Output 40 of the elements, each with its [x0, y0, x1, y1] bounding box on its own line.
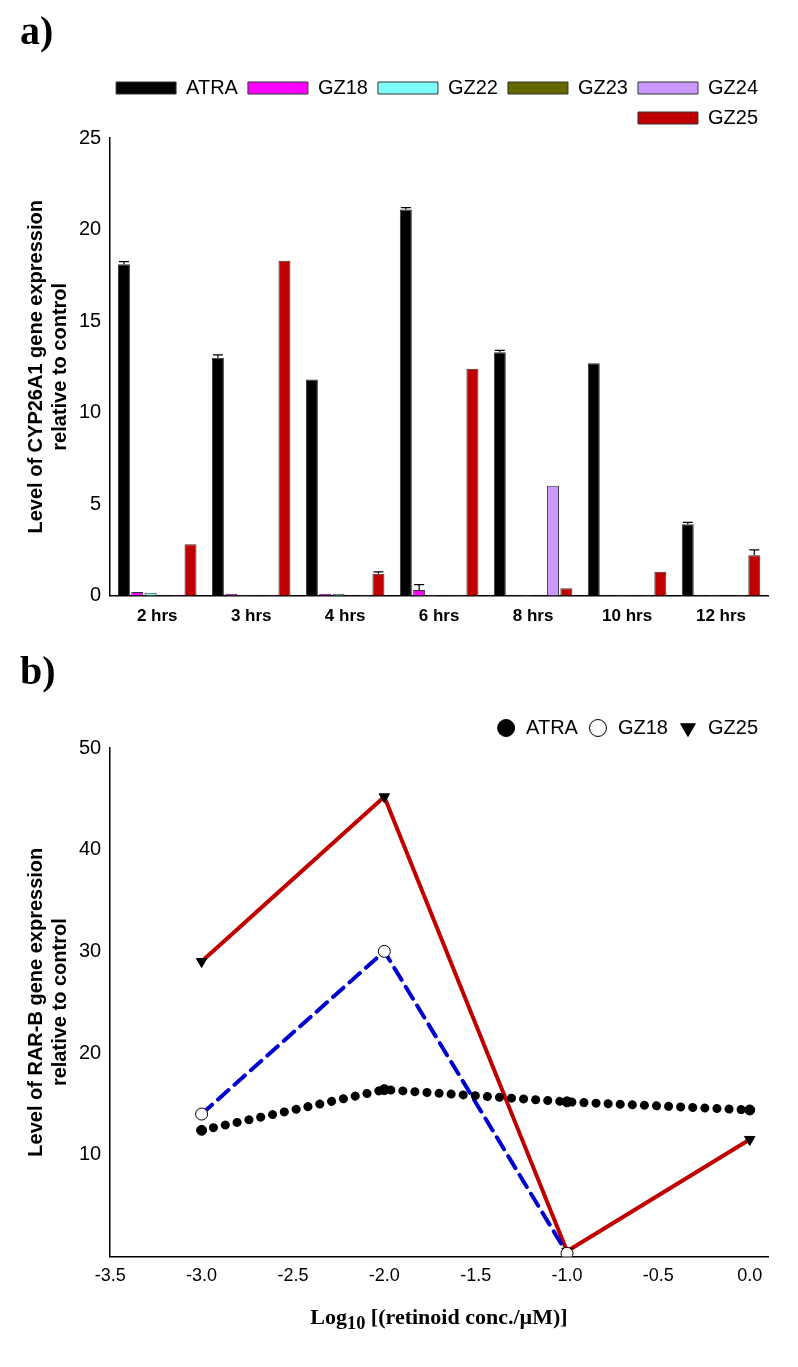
legend-label: GZ24	[707, 75, 759, 98]
y-tick-label: 20	[79, 1040, 102, 1063]
x-tick-label: -3.0	[186, 1265, 218, 1286]
x-tick-label: -0.5	[642, 1265, 674, 1286]
x-axis-title: Log$_{10}$ [(retinoid conc./µM)]	[309, 1304, 569, 1335]
y-tick-label: 20	[79, 217, 102, 240]
x-tick-label: 0.0	[737, 1265, 763, 1286]
x-tick-label: -1.0	[551, 1265, 583, 1286]
y-tick-label: 10	[79, 400, 102, 423]
y-axis-title: Level of RAR-B gene expression relative to control	[23, 847, 70, 1157]
legend-label: GZ23	[577, 75, 628, 98]
x-tick-label: -2.0	[368, 1265, 400, 1286]
x-tick-label: 10 hrs	[602, 606, 653, 626]
x-tick-label: -3.5	[94, 1265, 126, 1286]
y-tick-label: 40	[79, 837, 102, 860]
x-tick-label: -1.5	[460, 1265, 492, 1286]
legend-label: GZ18	[317, 75, 368, 98]
y-tick-label: 50	[79, 735, 102, 758]
x-tick-label: 8 hrs	[512, 606, 554, 626]
x-tick-label: 12 hrs	[695, 606, 747, 626]
legend-label: GZ25	[707, 105, 759, 128]
x-tick-label: 2 hrs	[136, 606, 178, 626]
x-tick-label: -2.5	[277, 1265, 309, 1286]
legend-label: GZ18	[617, 715, 668, 738]
x-tick-label: 4 hrs	[324, 606, 366, 626]
legend-label: ATRA	[186, 75, 239, 98]
y-tick-label: 0	[90, 583, 102, 606]
x-tick-label: 3 hrs	[230, 606, 272, 626]
x-tick-label: 6 hrs	[418, 606, 460, 626]
y-axis-title: Level of CYP26A1 gene expression relative to control	[23, 200, 70, 534]
y-tick-label: 25	[79, 125, 102, 148]
legend-label: GZ22	[447, 75, 498, 98]
y-tick-label: 30	[79, 938, 102, 961]
y-tick-label: 10	[79, 1142, 102, 1165]
chart-title: a)	[20, 8, 54, 54]
y-tick-label: 15	[79, 308, 102, 331]
legend-label: ATRA	[526, 715, 579, 738]
legend-label: GZ25	[707, 715, 759, 738]
chart-title: b)	[20, 648, 56, 694]
y-tick-label: 5	[90, 491, 102, 514]
